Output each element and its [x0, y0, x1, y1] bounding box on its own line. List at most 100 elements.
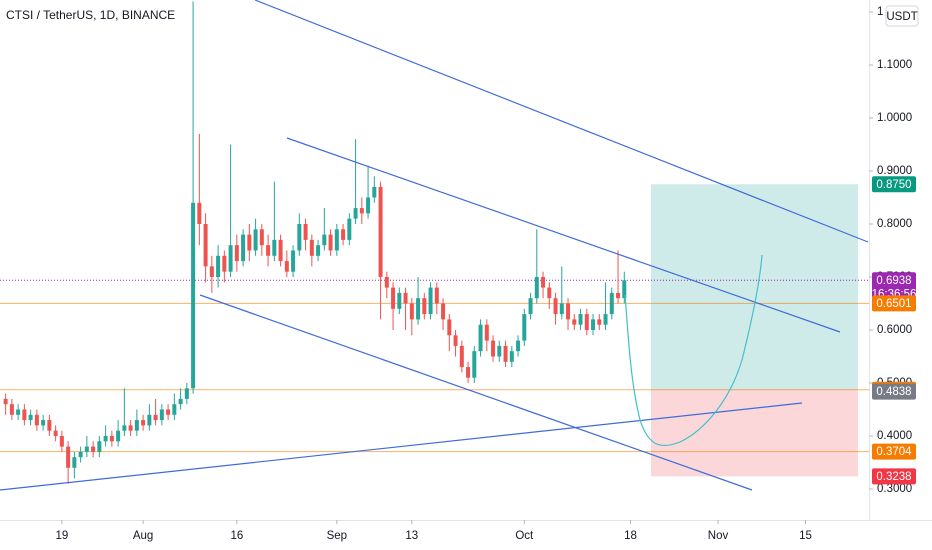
candle-body: [272, 239, 277, 256]
candle-body: [9, 404, 14, 415]
candle-body: [534, 276, 539, 299]
candle-body: [309, 239, 314, 256]
candle-body: [216, 255, 221, 277]
price-tag: [872, 176, 916, 193]
candle-body: [222, 255, 227, 272]
candle-body: [509, 351, 514, 362]
candle-body: [553, 298, 558, 315]
forecast-curve: [624, 254, 763, 447]
candle-body: [522, 314, 527, 341]
candle-body: [591, 319, 596, 330]
candle-body: [266, 245, 271, 256]
x-tick-label: 16: [230, 530, 243, 542]
candle-body: [47, 420, 52, 431]
y-tick-label: 1.1000: [877, 59, 912, 71]
candle-body: [291, 250, 296, 272]
candle-body: [491, 340, 496, 357]
price-tags: 0.87500.693816:36:560.65010.48730.48380.…: [872, 176, 916, 485]
price-tag-label: 0.6938: [876, 275, 911, 287]
y-tick-label: 1: [877, 6, 883, 18]
candle-body: [209, 266, 214, 277]
candle-body: [303, 223, 308, 240]
loss-zone: [651, 389, 858, 477]
candle-body: [616, 292, 621, 299]
candle-body: [341, 229, 346, 240]
candle-body: [603, 314, 608, 325]
candle-body: [284, 261, 289, 272]
price-tag-label: 0.4838: [876, 386, 911, 398]
candles: [3, 1, 627, 484]
candle-body: [578, 314, 583, 325]
candle-body: [472, 351, 477, 378]
candle-body: [503, 345, 508, 362]
y-tick-label: 0.6000: [877, 324, 912, 336]
candle-body: [72, 457, 77, 468]
y-tick-label: 0.8000: [877, 218, 912, 230]
x-tick-label: 15: [799, 530, 812, 542]
candle-body: [297, 223, 302, 251]
candle-body: [78, 451, 83, 458]
x-tick-label: 18: [624, 530, 637, 542]
trend-line: [199, 294, 753, 491]
candle-body: [391, 287, 396, 309]
candle-body: [234, 245, 239, 262]
candle-body: [478, 324, 483, 352]
candle-body: [422, 298, 427, 315]
candle-body: [359, 208, 364, 214]
candle-body: [109, 435, 114, 442]
candle-body: [484, 324, 489, 341]
candle-body: [22, 409, 27, 421]
candle-body: [241, 234, 246, 262]
candle-body: [609, 292, 614, 315]
candle-body: [547, 287, 552, 299]
candle-body: [541, 276, 546, 288]
drawings: [0, 0, 869, 491]
y-tick-label: 1.0000: [877, 112, 912, 124]
candle-body: [191, 202, 196, 389]
candle-body: [403, 292, 408, 304]
price-tag-label: 0.6501: [876, 298, 911, 310]
candle-body: [159, 409, 164, 421]
candle-body: [59, 435, 64, 447]
candle-body: [28, 414, 33, 421]
candle-body: [459, 345, 464, 368]
candle-body: [134, 420, 139, 431]
candle-body: [447, 319, 452, 336]
candle-body: [116, 430, 121, 442]
currency[interactable]: USDT: [886, 11, 917, 23]
price-lines: [0, 279, 869, 453]
candle-body: [247, 234, 252, 251]
candle-body: [228, 245, 233, 272]
price-tag: [872, 383, 916, 400]
candle-body: [378, 186, 383, 277]
candle-body: [166, 409, 171, 415]
trend-line: [286, 137, 841, 333]
candle-body: [441, 303, 446, 320]
candle-body: [497, 345, 502, 357]
candle-body: [153, 414, 158, 421]
y-tick-label: 0.4000: [877, 430, 912, 442]
price-tag-label: 0.3704: [876, 446, 912, 458]
candle-body: [34, 414, 39, 426]
candle-body: [278, 239, 283, 262]
currency-button[interactable]: [885, 5, 919, 27]
candle-body: [584, 314, 589, 330]
candle-body: [41, 420, 46, 426]
price-tag: [872, 272, 916, 303]
y-tick-label: 0.3000: [877, 483, 912, 495]
candle-body: [453, 335, 458, 346]
candle-body: [259, 229, 264, 246]
position-zones: [651, 184, 858, 477]
trend-line: [0, 402, 803, 491]
candle-body: [322, 234, 327, 246]
candle-body: [572, 319, 577, 325]
candle-body: [384, 276, 389, 288]
profit-zone: [651, 184, 858, 390]
candle-body: [84, 446, 89, 452]
candle-body: [66, 446, 71, 468]
candle-body: [97, 441, 102, 452]
candle-body: [103, 435, 108, 442]
candle-body: [566, 303, 571, 320]
